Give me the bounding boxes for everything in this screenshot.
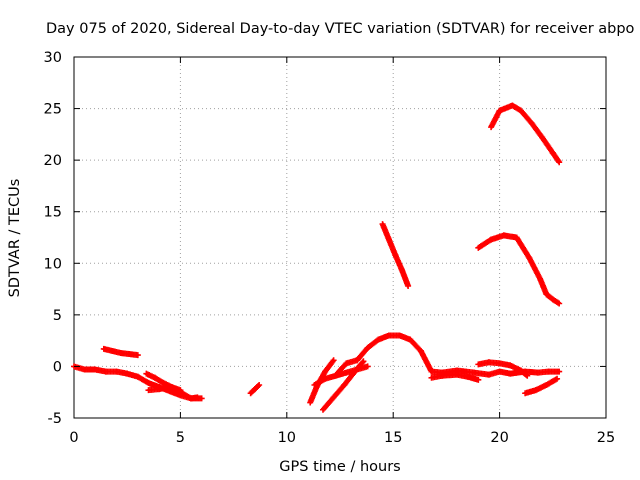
data-point xyxy=(134,352,141,359)
y-axis-label: SDTVAR / TECUs xyxy=(7,179,23,298)
plot-frame xyxy=(73,56,607,419)
x-tick-label: 0 xyxy=(69,430,78,446)
y-tick-label: 5 xyxy=(53,308,62,324)
data-point xyxy=(364,363,371,370)
series-arc-8 xyxy=(311,363,371,388)
y-tick-label: 15 xyxy=(44,205,62,221)
data-point xyxy=(198,395,205,402)
data-point xyxy=(256,381,263,388)
data-point xyxy=(523,371,530,378)
data-point xyxy=(359,359,366,366)
y-tick-label: 25 xyxy=(44,102,62,118)
series-arc-5 xyxy=(247,381,263,397)
data-point xyxy=(554,375,561,382)
series-arc-13 xyxy=(475,232,563,307)
plot-border xyxy=(73,56,607,419)
x-tick-label: 15 xyxy=(384,430,402,446)
chart-title: Day 075 of 2020, Sidereal Day-to-day VTE… xyxy=(46,21,635,37)
y-tick-label: 0 xyxy=(53,359,62,375)
x-axis-label: GPS time / hours xyxy=(279,459,400,475)
x-tick-label: 10 xyxy=(278,430,296,446)
series-arc-2 xyxy=(100,345,141,359)
series-arc-11 xyxy=(428,371,482,383)
series-arc-4 xyxy=(145,384,205,402)
y-tick-label: -5 xyxy=(48,411,62,427)
series-arc-15 xyxy=(522,375,561,397)
y-tick-label: 10 xyxy=(44,256,62,272)
data-point xyxy=(330,357,337,364)
series-arc-12 xyxy=(475,359,531,379)
x-tick-label: 5 xyxy=(176,430,185,446)
series-arc-14 xyxy=(488,102,563,166)
x-tick-label: 25 xyxy=(597,430,615,446)
data-point xyxy=(524,372,531,379)
y-tick-label: 30 xyxy=(44,50,62,66)
data-point xyxy=(475,376,482,383)
series-arc-7 xyxy=(319,358,367,413)
y-tick-label: 20 xyxy=(44,153,62,169)
series-arc-9 xyxy=(334,332,563,378)
data-point xyxy=(255,383,262,390)
data-point xyxy=(405,282,412,289)
data-point xyxy=(556,368,563,375)
data-point xyxy=(556,300,563,307)
x-tick-label: 20 xyxy=(490,430,508,446)
data-points xyxy=(71,102,563,413)
data-point xyxy=(556,159,563,166)
series-arc-10 xyxy=(379,221,412,289)
data-point xyxy=(360,358,367,365)
axis-ticks: 0 5 10 15 20 25 -5 0 5 10 15 20 25 30 xyxy=(44,50,616,446)
grid xyxy=(74,57,606,418)
